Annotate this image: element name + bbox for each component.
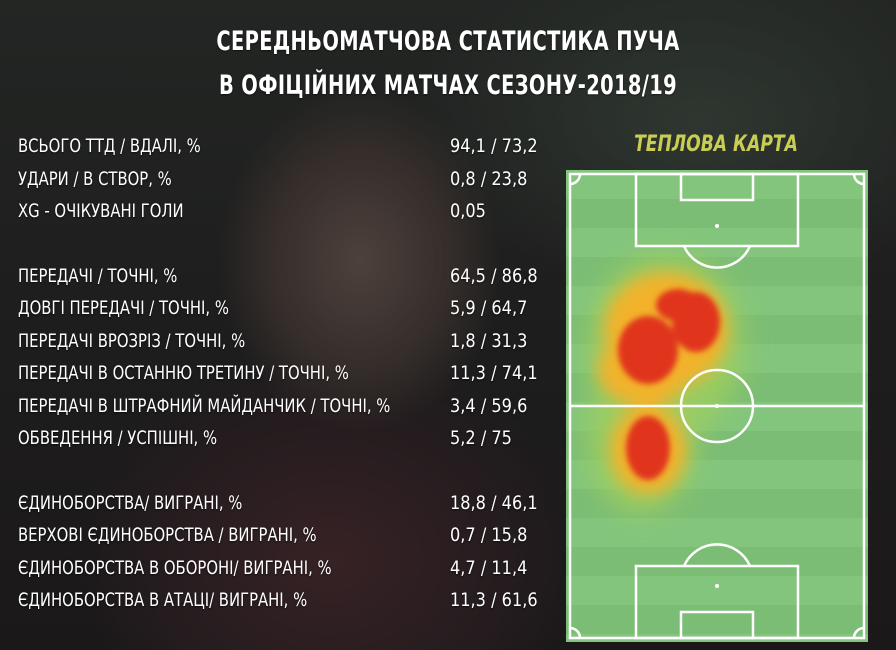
stat-value: 18,8 / 46,1: [450, 491, 538, 514]
stat-row: ОБВЕДЕННЯ / УСПІШНІ, % 5,2 / 75: [18, 422, 578, 455]
page-title: СЕРЕДНЬОМАТЧОВА СТАТИСТИКА ПУЧА В ОФІЦІЙ…: [125, 20, 770, 108]
stat-value: 5,2 / 75: [450, 427, 512, 449]
penalty-spot-bottom: [715, 584, 719, 588]
stat-value: 0,8 / 23,8: [450, 167, 528, 190]
stat-value: 5,9 / 64,7: [450, 297, 528, 319]
stat-value: 0,05: [450, 200, 486, 222]
stat-row: ЄДИНОБОРСТВА В АТАЦІ/ ВИГРАНІ, % 11,3 / …: [18, 584, 578, 617]
stat-row: ДОВГІ ПЕРЕДАЧІ / ТОЧНІ, % 5,9 / 64,7: [18, 292, 578, 325]
stat-row: УДАРИ / В СТВОР, % 0,8 / 23,8: [18, 163, 578, 196]
stat-value: 11,3 / 74,1: [450, 362, 538, 384]
stat-value: 4,7 / 11,4: [450, 556, 528, 579]
stat-row: ПЕРЕДАЧІ / ТОЧНІ, % 64,5 / 86,8: [18, 260, 578, 293]
title-line-2: В ОФІЦІЙНИХ МАТЧАХ СЕЗОНУ-2018/19: [219, 70, 677, 101]
stat-label: ПЕРЕДАЧІ ВРОЗРІЗ / ТОЧНІ, %: [18, 329, 246, 352]
stats-list: ВСЬОГО ТТД / ВДАЛІ, % 94,1 / 73,2 УДАРИ …: [18, 130, 578, 617]
stat-label: ЄДИНОБОРСТВА/ ВИГРАНІ, %: [18, 491, 243, 514]
stat-label: ОБВЕДЕННЯ / УСПІШНІ, %: [18, 427, 218, 449]
stat-row: ПЕРЕДАЧІ В ШТРАФНИЙ МАЙДАНЧИК / ТОЧНІ, %…: [18, 390, 578, 423]
stat-value: 1,8 / 31,3: [450, 329, 528, 352]
stat-label: ПЕРЕДАЧІ В ОСТАННЮ ТРЕТИНУ / ТОЧНІ, %: [18, 362, 349, 384]
heatmap-title: ТЕПЛОВА КАРТА: [634, 132, 798, 157]
stat-value: 64,5 / 86,8: [450, 264, 538, 287]
stat-row: ПЕРЕДАЧІ В ОСТАННЮ ТРЕТИНУ / ТОЧНІ, % 11…: [18, 357, 578, 390]
stat-value: 3,4 / 59,6: [450, 394, 528, 417]
stat-label: XG - ОЧІКУВАНІ ГОЛИ: [18, 200, 184, 222]
stat-label: ПЕРЕДАЧІ В ШТРАФНИЙ МАЙДАНЧИК / ТОЧНІ, %: [18, 394, 391, 417]
stat-label: ДОВГІ ПЕРЕДАЧІ / ТОЧНІ, %: [18, 297, 229, 319]
heatmap-pitch: [566, 170, 868, 642]
heat-zone-hot: [618, 289, 720, 480]
pitch-svg: [568, 172, 866, 640]
stat-row: ПЕРЕДАЧІ ВРОЗРІЗ / ТОЧНІ, % 1,8 / 31,3: [18, 325, 578, 358]
stat-label: ВСЬОГО ТТД / ВДАЛІ, %: [18, 135, 201, 157]
stat-label: УДАРИ / В СТВОР, %: [18, 167, 172, 190]
stat-label: ВЕРХОВІ ЄДИНОБОРСТВА / ВИГРАНІ, %: [18, 524, 317, 546]
penalty-spot-top: [715, 224, 719, 228]
center-spot: [715, 404, 719, 408]
stat-row: ВСЬОГО ТТД / ВДАЛІ, % 94,1 / 73,2: [18, 130, 578, 163]
title-line-1: СЕРЕДНЬОМАТЧОВА СТАТИСТИКА ПУЧА: [216, 26, 680, 57]
stat-row: ВЕРХОВІ ЄДИНОБОРСТВА / ВИГРАНІ, % 0,7 / …: [18, 519, 578, 552]
stat-value: 0,7 / 15,8: [450, 524, 528, 546]
stat-row: XG - ОЧІКУВАНІ ГОЛИ 0,05: [18, 195, 578, 228]
stat-label: ЄДИНОБОРСТВА В АТАЦІ/ ВИГРАНІ, %: [18, 589, 308, 611]
stat-label: ЄДИНОБОРСТВА В ОБОРОНІ/ ВИГРАНІ, %: [18, 556, 332, 579]
stat-value: 11,3 / 61,6: [450, 589, 538, 611]
stat-label: ПЕРЕДАЧІ / ТОЧНІ, %: [18, 264, 178, 287]
stat-row: ЄДИНОБОРСТВА/ ВИГРАНІ, % 18,8 / 46,1: [18, 487, 578, 520]
stat-row: ЄДИНОБОРСТВА В ОБОРОНІ/ ВИГРАНІ, % 4,7 /…: [18, 552, 578, 585]
stat-value: 94,1 / 73,2: [450, 135, 538, 157]
